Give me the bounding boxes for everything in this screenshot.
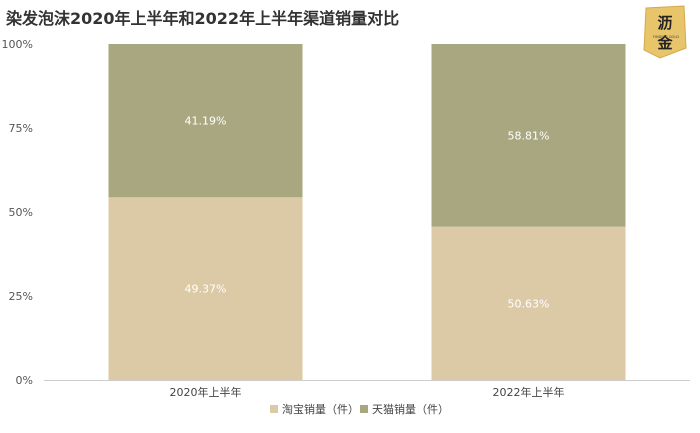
category-label: 2020年上半年 bbox=[170, 385, 242, 399]
bar-segment bbox=[431, 226, 626, 380]
logo-text-bottom: 金 bbox=[656, 34, 673, 52]
y-tick-label: 25% bbox=[9, 290, 33, 303]
legend: 淘宝销量（件） 天猫销量（件） bbox=[270, 402, 449, 416]
data-label: 49.37% bbox=[185, 283, 227, 296]
legend-swatch bbox=[360, 405, 368, 413]
y-axis-ticks: 0% 25% 50% 75% 100% bbox=[2, 38, 33, 387]
category-label: 2022年上半年 bbox=[493, 385, 565, 399]
brand-logo: 沥 金 FINDING GOLD bbox=[640, 4, 690, 60]
y-tick-label: 0% bbox=[16, 374, 33, 387]
y-tick-label: 50% bbox=[9, 206, 33, 219]
data-label: 50.63% bbox=[508, 297, 550, 310]
logo-subtext: FINDING GOLD bbox=[653, 35, 679, 39]
bar-segment bbox=[108, 197, 303, 380]
category-labels: 2020年上半年 2022年上半年 bbox=[170, 385, 565, 399]
legend-label: 淘宝销量（件） bbox=[282, 402, 359, 416]
data-label: 41.19% bbox=[185, 115, 227, 128]
y-tick-label: 100% bbox=[2, 38, 33, 51]
chart-title: 染发泡沫2020年上半年和2022年上半年渠道销量对比 bbox=[6, 9, 400, 28]
logo-text-top: 沥 bbox=[657, 14, 672, 32]
bar-segment bbox=[431, 44, 626, 227]
logo-icon: 沥 金 FINDING GOLD bbox=[643, 5, 687, 59]
bars: 49.37% 41.19% 50.63% 58.81% bbox=[108, 44, 626, 380]
bar-segment bbox=[108, 44, 303, 198]
y-tick-label: 75% bbox=[9, 122, 33, 135]
legend-swatch bbox=[270, 405, 278, 413]
data-label: 58.81% bbox=[508, 129, 550, 142]
legend-label: 天猫销量（件） bbox=[372, 402, 449, 416]
